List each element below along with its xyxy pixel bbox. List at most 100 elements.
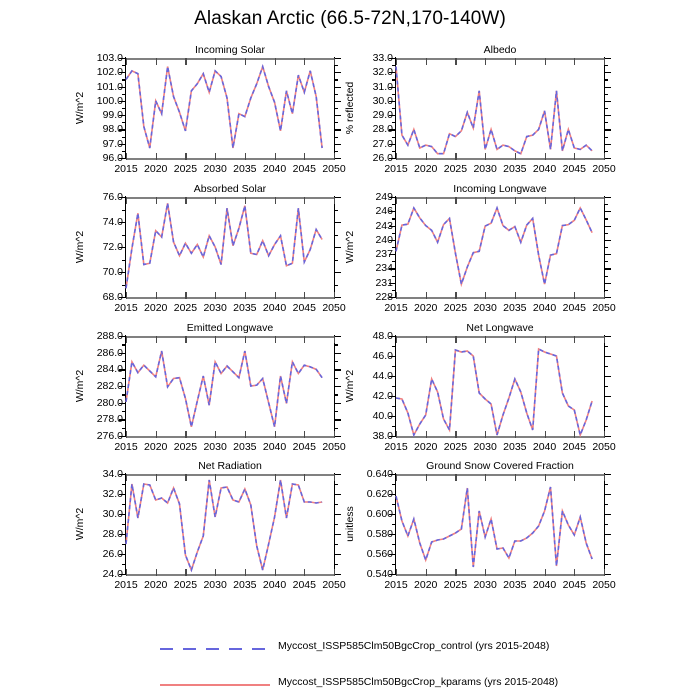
y-tick-left xyxy=(389,225,396,227)
y-tick-left xyxy=(389,574,396,576)
x-tick-bottom xyxy=(304,292,306,299)
y-minor-tick-left xyxy=(392,426,396,428)
x-tick-label: 2050 xyxy=(322,302,346,314)
x-tick-bottom xyxy=(155,292,157,299)
y-minor-tick-left xyxy=(122,394,126,396)
y-minor-tick-left xyxy=(122,427,126,429)
x-tick-bottom xyxy=(244,569,247,576)
series-line xyxy=(125,63,323,149)
y-minor-tick-right xyxy=(334,209,338,211)
chart-panel: Incoming Longwave 228 231 234 237 240 243 246 24… xyxy=(344,183,616,314)
y-tick-label: 0.640 xyxy=(366,468,393,480)
x-tick-top xyxy=(334,474,336,481)
x-tick-bottom xyxy=(544,292,546,299)
x-tick-bottom xyxy=(455,431,457,438)
y-tick-label: 26.0 xyxy=(102,548,123,560)
y-tick-label: 0.620 xyxy=(366,488,393,500)
y-axis-title: W/m^2 xyxy=(74,91,86,125)
x-tick-bottom xyxy=(396,153,398,160)
plot-frame-line xyxy=(396,574,604,576)
x-tick-label: 2035 xyxy=(233,163,257,175)
y-tick-label: 33.0 xyxy=(372,52,393,64)
series-line xyxy=(125,203,323,289)
y-tick-right xyxy=(604,534,611,536)
plot-frame-line xyxy=(126,436,334,438)
x-tick-label: 2050 xyxy=(592,163,616,175)
x-tick-top xyxy=(455,336,457,343)
y-tick-right xyxy=(334,297,341,299)
x-tick-label: 2035 xyxy=(233,441,257,453)
y-tick-right xyxy=(334,419,341,421)
x-tick-bottom xyxy=(514,431,517,438)
y-minor-tick-left xyxy=(122,79,126,81)
y-minor-tick-left xyxy=(122,344,126,346)
x-tick-label: 2050 xyxy=(322,441,346,453)
x-tick-bottom xyxy=(604,431,606,438)
x-tick-label: 2040 xyxy=(532,441,557,453)
y-minor-tick-right xyxy=(604,524,608,526)
x-tick-bottom xyxy=(244,431,247,438)
y-tick-label: 26.0 xyxy=(372,152,393,164)
x-tick-top xyxy=(185,58,187,65)
x-tick-bottom xyxy=(304,431,306,438)
x-tick-label: 2015 xyxy=(384,163,408,175)
x-tick-label: 2020 xyxy=(414,441,438,453)
y-tick-left xyxy=(119,534,126,536)
y-tick-right xyxy=(604,574,611,576)
y-tick-label: 237 xyxy=(375,248,393,261)
y-tick-right xyxy=(604,416,611,418)
x-tick-label: 2030 xyxy=(473,163,497,175)
x-tick-top xyxy=(334,58,336,65)
y-minor-tick-left xyxy=(392,108,396,110)
y-tick-left xyxy=(119,272,126,274)
y-minor-tick-left xyxy=(122,150,126,153)
plot-frame-line xyxy=(396,336,604,338)
y-minor-tick-left xyxy=(122,361,126,363)
x-tick-bottom xyxy=(574,292,576,299)
y-tick-right xyxy=(604,554,611,556)
x-tick-top xyxy=(244,197,247,204)
y-tick-right xyxy=(334,115,341,117)
panel-title: Albedo xyxy=(483,44,517,56)
plot-frame-line xyxy=(126,197,334,199)
y-tick-label: 29.0 xyxy=(372,109,393,122)
series-canvas xyxy=(395,347,593,438)
y-tick-left xyxy=(119,72,126,74)
x-tick-label: 2020 xyxy=(144,579,168,591)
x-tick-bottom xyxy=(126,431,128,438)
y-tick-label: 74.0 xyxy=(102,216,123,228)
y-tick-label: 0.560 xyxy=(366,548,393,560)
y-minor-tick-left xyxy=(122,93,126,95)
x-tick-label: 2015 xyxy=(114,302,138,314)
x-tick-top xyxy=(334,197,336,204)
y-minor-tick-right xyxy=(604,289,608,292)
y-tick-left xyxy=(389,396,396,398)
y-tick-right xyxy=(334,369,341,371)
y-minor-tick-left xyxy=(392,79,396,81)
x-tick-top xyxy=(155,58,157,65)
y-tick-left xyxy=(119,402,126,404)
x-tick-label: 2030 xyxy=(203,302,227,314)
x-tick-label: 2050 xyxy=(322,163,346,175)
y-minor-tick-left xyxy=(392,504,396,506)
x-tick-top xyxy=(514,336,517,343)
y-minor-tick-right xyxy=(334,65,338,67)
y-minor-tick-left xyxy=(122,564,126,566)
x-tick-top xyxy=(485,58,487,65)
x-tick-top xyxy=(455,58,457,65)
x-tick-bottom xyxy=(126,569,128,576)
y-minor-tick-right xyxy=(334,361,338,363)
y-tick-label: 32.0 xyxy=(102,488,123,500)
y-minor-tick-right xyxy=(604,504,608,506)
x-tick-top xyxy=(425,474,427,481)
x-tick-top xyxy=(185,474,187,481)
plot-frame-line xyxy=(126,474,334,476)
panel-title: Absorbed Solar xyxy=(193,183,267,195)
x-tick-label: 2045 xyxy=(562,579,586,591)
x-tick-bottom xyxy=(574,569,576,576)
y-minor-tick-right xyxy=(604,232,608,234)
y-tick-right xyxy=(604,268,611,270)
y-tick-left xyxy=(119,115,126,117)
x-tick-top xyxy=(514,58,517,65)
x-tick-top xyxy=(274,336,276,343)
